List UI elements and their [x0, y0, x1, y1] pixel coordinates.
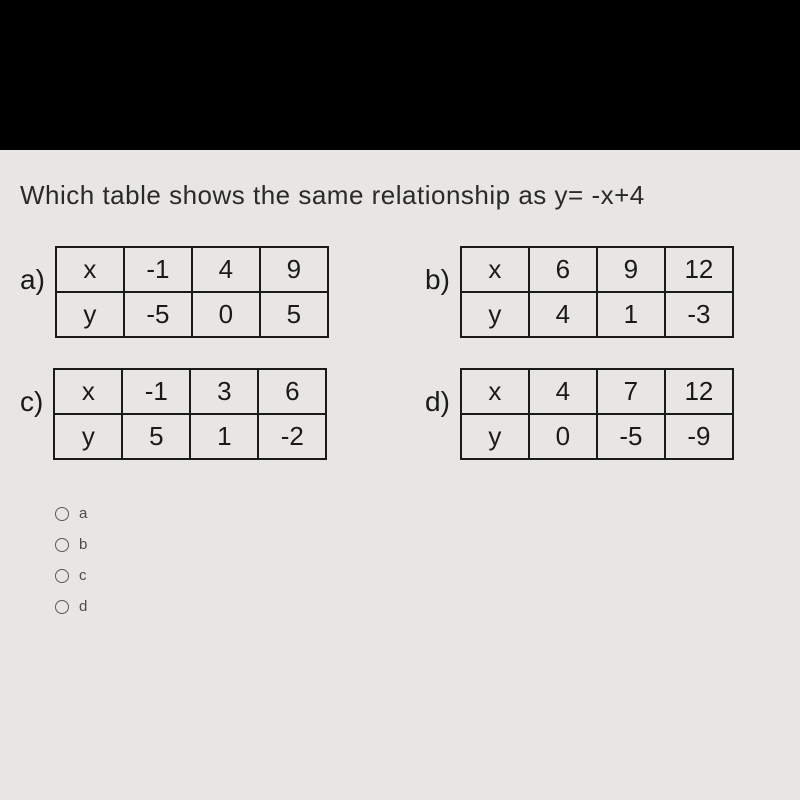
table-row: x -1 4 9	[56, 247, 328, 292]
radio-circle-icon	[55, 600, 69, 614]
cell-value: -5	[597, 414, 665, 459]
table-row: y -5 0 5	[56, 292, 328, 337]
option-label-b: b)	[425, 264, 450, 296]
table-group-c: c) x -1 3 6 y 5 1 -2	[20, 368, 375, 460]
tables-container: a) x -1 4 9 y -5 0 5 b) x	[20, 246, 780, 460]
cell-value: 9	[260, 247, 328, 292]
data-table-a: x -1 4 9 y -5 0 5	[55, 246, 329, 338]
cell-value: -2	[258, 414, 326, 459]
radio-option-b[interactable]: b	[55, 536, 780, 553]
cell-header: x	[54, 369, 122, 414]
radio-option-c[interactable]: c	[55, 567, 780, 584]
cell-value: 3	[190, 369, 258, 414]
question-text: Which table shows the same relationship …	[20, 180, 780, 211]
cell-value: 1	[597, 292, 665, 337]
cell-value: 6	[258, 369, 326, 414]
cell-value: -1	[122, 369, 190, 414]
cell-header: y	[461, 292, 529, 337]
table-row: x -1 3 6	[54, 369, 326, 414]
cell-value: 5	[260, 292, 328, 337]
cell-value: 7	[597, 369, 665, 414]
table-row: y 0 -5 -9	[461, 414, 733, 459]
cell-value: 0	[192, 292, 260, 337]
document-area: Which table shows the same relationship …	[0, 150, 800, 800]
cell-value: 4	[529, 292, 597, 337]
radio-circle-icon	[55, 507, 69, 521]
cell-header: x	[56, 247, 124, 292]
radio-label-b: b	[79, 536, 87, 553]
table-row: y 5 1 -2	[54, 414, 326, 459]
radio-label-c: c	[79, 567, 87, 584]
cell-header: y	[54, 414, 122, 459]
radio-circle-icon	[55, 569, 69, 583]
cell-value: 12	[665, 369, 733, 414]
cell-value: 1	[190, 414, 258, 459]
table-row: x 4 7 12	[461, 369, 733, 414]
data-table-c: x -1 3 6 y 5 1 -2	[53, 368, 327, 460]
table-group-d: d) x 4 7 12 y 0 -5 -9	[425, 368, 780, 460]
option-label-d: d)	[425, 386, 450, 418]
radio-option-a[interactable]: a	[55, 505, 780, 522]
cell-value: 4	[529, 369, 597, 414]
table-row: x 6 9 12	[461, 247, 733, 292]
cell-value: -5	[124, 292, 192, 337]
cell-header: x	[461, 247, 529, 292]
cell-value: 6	[529, 247, 597, 292]
cell-value: 12	[665, 247, 733, 292]
radio-option-d[interactable]: d	[55, 598, 780, 615]
cell-header: y	[461, 414, 529, 459]
option-label-c: c)	[20, 386, 43, 418]
cell-header: y	[56, 292, 124, 337]
cell-value: 5	[122, 414, 190, 459]
table-group-b: b) x 6 9 12 y 4 1 -3	[425, 246, 780, 338]
cell-value: 4	[192, 247, 260, 292]
radio-circle-icon	[55, 538, 69, 552]
table-row: y 4 1 -3	[461, 292, 733, 337]
cell-value: 0	[529, 414, 597, 459]
table-group-a: a) x -1 4 9 y -5 0 5	[20, 246, 375, 338]
radio-label-d: d	[79, 598, 87, 615]
data-table-b: x 6 9 12 y 4 1 -3	[460, 246, 734, 338]
cell-value: -9	[665, 414, 733, 459]
cell-value: -1	[124, 247, 192, 292]
data-table-d: x 4 7 12 y 0 -5 -9	[460, 368, 734, 460]
cell-header: x	[461, 369, 529, 414]
radio-label-a: a	[79, 505, 87, 522]
cell-value: 9	[597, 247, 665, 292]
option-label-a: a)	[20, 264, 45, 296]
cell-value: -3	[665, 292, 733, 337]
answer-options: a b c d	[55, 505, 780, 615]
